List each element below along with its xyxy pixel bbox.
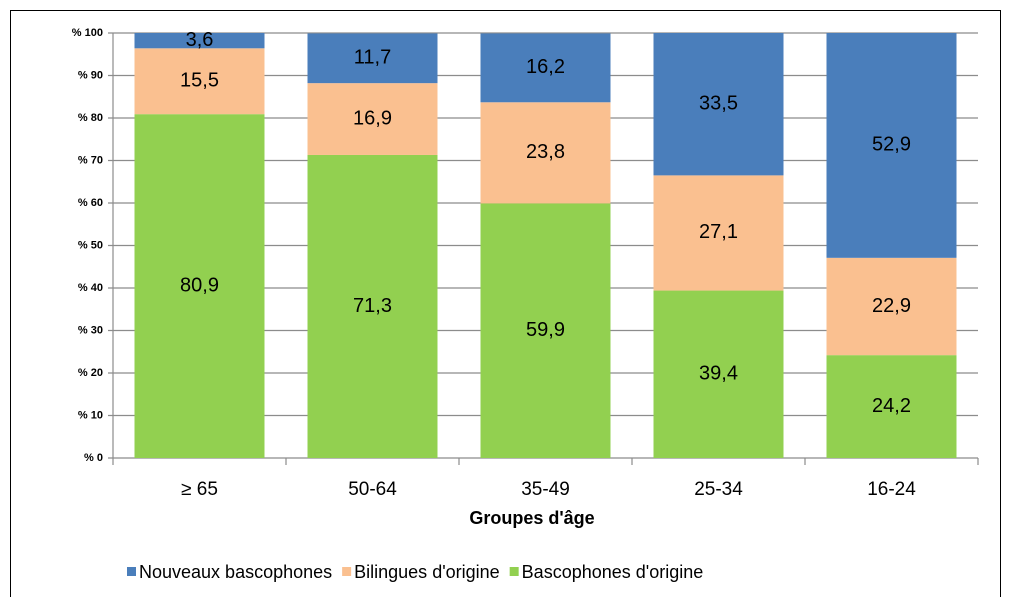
bar-segment	[653, 175, 784, 291]
value-label: 39,4	[699, 363, 738, 385]
y-tick-label: % 70	[78, 154, 103, 166]
value-label: 59,9	[526, 319, 565, 341]
y-tick-label: % 50	[78, 239, 103, 251]
bar-segment	[826, 355, 957, 458]
frame	[10, 10, 1001, 597]
bar-segment	[134, 33, 265, 49]
legend-swatch	[127, 567, 136, 576]
value-label: 3,6	[186, 29, 214, 51]
value-label: 52,9	[872, 134, 911, 156]
bar-segment	[307, 83, 438, 155]
bar-segment	[480, 203, 611, 458]
y-tick-label: % 20	[78, 367, 103, 379]
y-tick-label: % 90	[78, 69, 103, 81]
y-tick-label: % 80	[78, 112, 103, 124]
value-label: 27,1	[699, 221, 738, 243]
value-label: 71,3	[353, 295, 392, 317]
value-label: 16,2	[526, 56, 565, 78]
x-tick-label: 25-34	[694, 479, 743, 500]
x-tick-label: 16-24	[867, 479, 916, 500]
value-label: 22,9	[872, 295, 911, 317]
value-label: 16,9	[353, 107, 392, 129]
legend-label: Bilingues d'origine	[354, 562, 500, 582]
bar-segment	[826, 257, 957, 356]
bar-segment	[307, 33, 438, 84]
x-tick-label: ≥ 65	[181, 479, 218, 500]
value-label: 11,7	[354, 47, 391, 69]
legend-swatch	[509, 567, 519, 576]
bar-segment	[307, 154, 438, 458]
bar-segment	[134, 114, 265, 459]
x-tick-label: 35-49	[521, 479, 570, 500]
value-label: 24,2	[872, 395, 911, 417]
bar-segment	[480, 102, 611, 204]
bar-segment	[134, 48, 265, 115]
bar-segment	[826, 33, 957, 258]
legend-label: Bascophones d'origine	[522, 562, 704, 582]
y-tick-label: % 100	[72, 27, 103, 39]
value-label: 33,5	[699, 92, 738, 114]
y-tick-label: % 10	[78, 409, 103, 421]
y-tick-label: % 60	[78, 197, 103, 209]
value-label: 15,5	[180, 70, 219, 92]
bar-segment	[653, 290, 784, 458]
x-tick-label: 50-64	[348, 479, 397, 500]
legend-swatch	[342, 567, 352, 576]
x-axis-title: Groupes d'âge	[469, 508, 594, 528]
y-tick-label: % 0	[84, 452, 103, 464]
bar-segment	[480, 33, 611, 103]
legend-label: Nouveaux bascophones	[139, 562, 332, 582]
y-tick-label: % 30	[78, 324, 103, 336]
value-label: 80,9	[180, 274, 219, 296]
value-label: 23,8	[526, 141, 565, 163]
y-tick-label: % 40	[78, 282, 103, 294]
bar-segment	[653, 33, 784, 176]
